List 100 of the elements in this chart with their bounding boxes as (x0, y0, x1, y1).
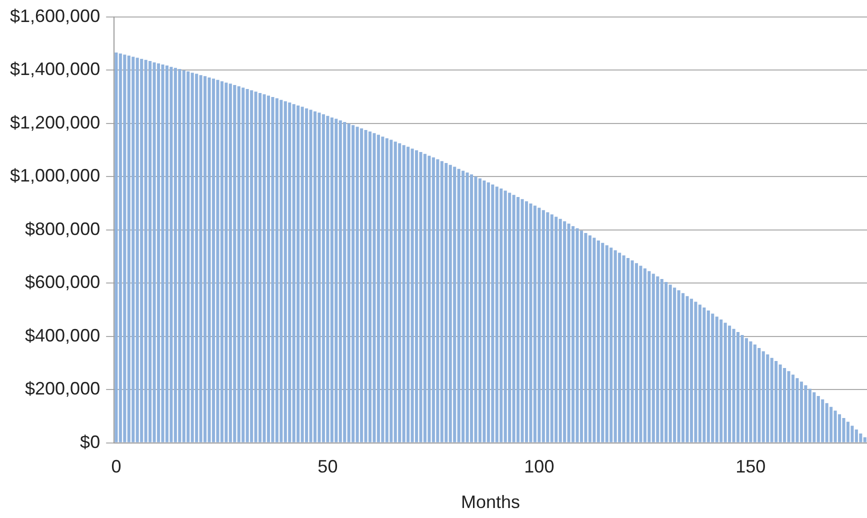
bar (808, 388, 812, 442)
bar (830, 406, 833, 442)
bar (800, 382, 803, 442)
bar (144, 60, 148, 442)
bar (415, 150, 418, 442)
bar (770, 358, 774, 442)
bar (318, 112, 321, 442)
bar (854, 429, 858, 442)
bar (343, 122, 346, 442)
bar (542, 210, 545, 442)
bar (601, 242, 604, 442)
bar (677, 290, 680, 442)
bar (360, 128, 364, 442)
bar (428, 156, 431, 442)
bar (816, 396, 820, 442)
x-tick-label: 100 (524, 456, 554, 477)
bar (300, 106, 304, 442)
bar (720, 320, 723, 442)
bar (778, 364, 782, 442)
bar (246, 88, 249, 442)
y-tick-label: $400,000 (25, 325, 100, 346)
bar (381, 136, 384, 442)
bar (787, 371, 790, 442)
bar (634, 263, 638, 442)
bar (834, 410, 837, 442)
bar (664, 282, 668, 442)
bar (266, 96, 270, 442)
bar (280, 100, 283, 442)
bar (596, 240, 600, 442)
bar (529, 203, 532, 442)
bar (284, 101, 287, 442)
y-tick-label: $0 (80, 432, 100, 452)
bar (643, 268, 646, 442)
bar (796, 378, 799, 442)
bar (766, 354, 770, 442)
bar (457, 168, 460, 442)
bar (618, 252, 622, 442)
bar (482, 180, 486, 442)
bar (656, 276, 660, 442)
bar (652, 274, 655, 442)
bar (114, 52, 118, 442)
bar (508, 192, 512, 442)
bar (165, 66, 168, 442)
bar (736, 332, 740, 442)
bar (338, 120, 342, 442)
bar (462, 170, 465, 442)
bar (762, 351, 765, 442)
bar (204, 76, 207, 442)
bar (216, 80, 220, 442)
bar (550, 214, 554, 442)
bar (347, 124, 350, 442)
bar (554, 216, 558, 442)
bar (170, 66, 173, 442)
y-tick-label: $1,000,000 (10, 166, 100, 186)
bar (660, 279, 664, 442)
bar (212, 78, 216, 442)
x-tick-label: 50 (318, 456, 338, 477)
bar (744, 338, 748, 442)
bar (326, 116, 330, 442)
bar (208, 78, 211, 442)
bar (732, 328, 736, 442)
bar (228, 84, 232, 442)
bar (686, 296, 689, 442)
bar (724, 322, 727, 442)
bar (673, 288, 676, 442)
bar (275, 98, 278, 442)
bar (470, 174, 474, 442)
bar (466, 172, 469, 442)
bar (296, 105, 300, 442)
bar (394, 142, 397, 442)
bar (161, 64, 164, 442)
bar (237, 86, 240, 442)
bar (352, 125, 355, 442)
bar (863, 437, 866, 442)
bar (584, 232, 588, 442)
x-tick-label: 150 (736, 456, 766, 477)
bar (322, 114, 325, 442)
bar (648, 271, 651, 442)
bar (448, 164, 452, 442)
x-axis-title: Months (461, 492, 520, 512)
bar (474, 176, 478, 442)
bar (368, 132, 372, 442)
y-tick-label: $800,000 (25, 218, 100, 239)
bar (436, 159, 440, 442)
bar (588, 235, 592, 442)
bar (486, 182, 490, 442)
bar (398, 143, 402, 442)
bar (850, 426, 854, 442)
bar (572, 226, 575, 442)
bar (758, 348, 761, 442)
bar (681, 293, 685, 442)
bar (186, 71, 190, 442)
bar (567, 224, 570, 442)
bar (123, 54, 126, 442)
bar (136, 58, 139, 442)
bar (812, 392, 816, 442)
bar (390, 140, 393, 442)
bar (258, 92, 262, 442)
bar (605, 245, 608, 442)
bar (639, 266, 642, 442)
